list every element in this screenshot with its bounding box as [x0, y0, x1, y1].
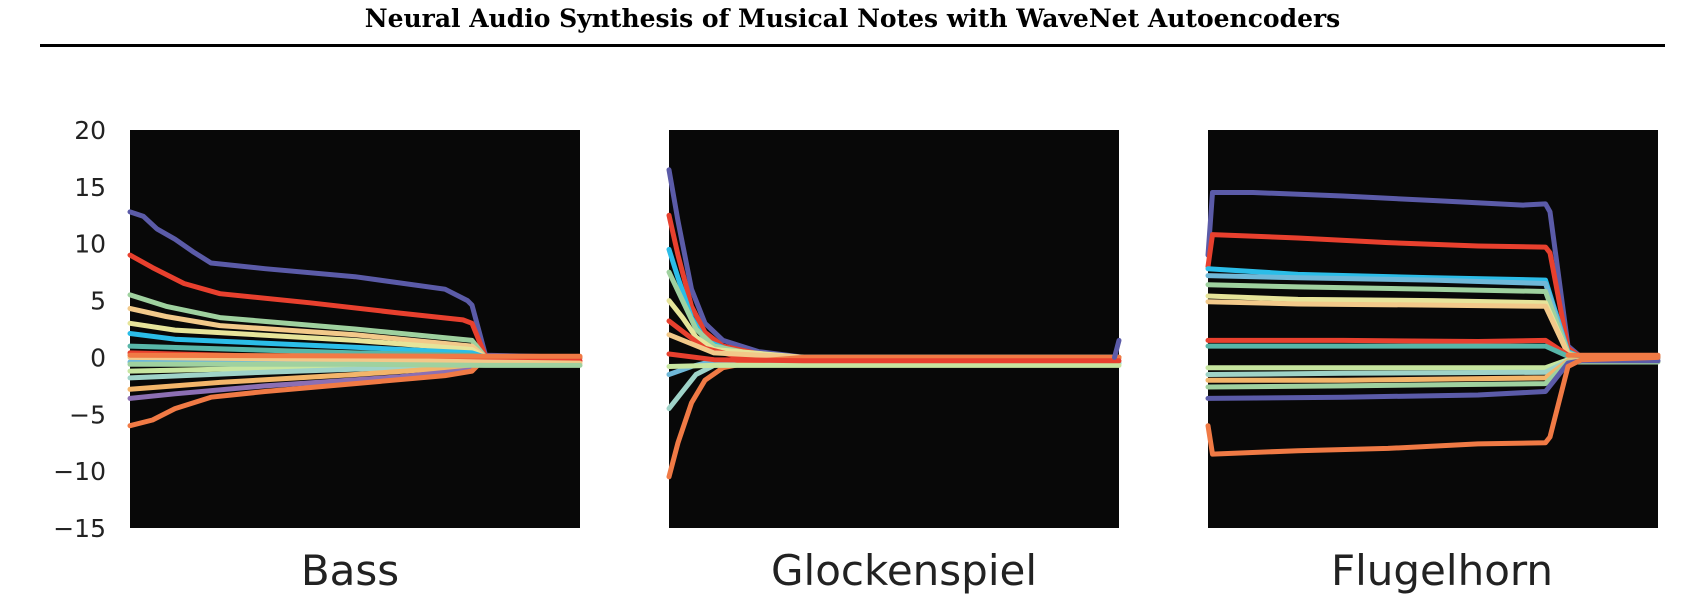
y-tick-label: 10	[74, 230, 106, 259]
y-tick-label: −10	[53, 457, 106, 486]
series-line	[1205, 354, 1661, 457]
y-tick-label: −5	[69, 400, 106, 429]
panel-bass: Bass	[127, 130, 583, 595]
panel-bass-label: Bass	[301, 546, 399, 595]
series-line	[127, 352, 583, 359]
panel-glockenspiel-background	[669, 130, 1119, 528]
y-tick-label: 5	[90, 287, 106, 316]
series-line	[1112, 337, 1122, 360]
panel-flugelhorn: Flugelhorn	[1205, 130, 1661, 595]
panel-flugelhorn-label: Flugelhorn	[1331, 546, 1553, 595]
figure-latent-trajectories: 20 15 10 5 0 −5 −10 −15 Bass Glockenspiel Fluge…	[53, 116, 1661, 595]
y-tick-label: 0	[90, 343, 106, 372]
y-tick-label: 15	[74, 173, 106, 202]
panel-flugelhorn-lines	[1205, 190, 1661, 457]
running-header-title: Neural Audio Synthesis of Musical Notes …	[364, 4, 1341, 33]
y-tick-label: 20	[74, 116, 106, 145]
panel-flugelhorn-background	[1208, 130, 1658, 528]
series-line	[127, 209, 583, 360]
y-axis: 20 15 10 5 0 −5 −10 −15	[53, 116, 106, 543]
series-line	[127, 361, 583, 368]
series-line	[127, 354, 583, 366]
panel-glockenspiel-label: Glockenspiel	[771, 546, 1037, 595]
series-line	[666, 354, 1122, 480]
panel-glockenspiel: Glockenspiel	[666, 130, 1122, 595]
running-header: Neural Audio Synthesis of Musical Notes …	[40, 0, 1665, 47]
panel-bass-lines	[127, 209, 583, 429]
panel-glockenspiel-lines	[666, 167, 1122, 480]
y-tick-label: −15	[53, 514, 106, 543]
series-line	[666, 362, 1122, 369]
series-line	[666, 351, 1122, 364]
series-line	[127, 252, 583, 360]
